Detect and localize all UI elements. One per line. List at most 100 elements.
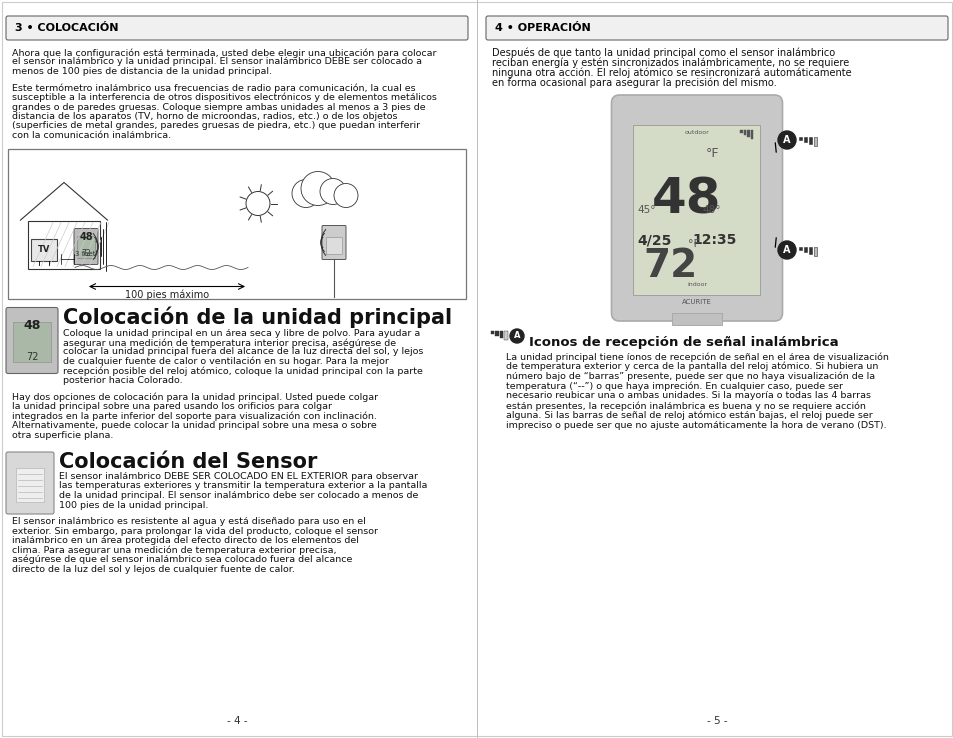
Bar	[633, 125, 760, 295]
Text: Iconos de recepción de señal inalámbrica: Iconos de recepción de señal inalámbrica	[529, 336, 838, 349]
Bar	[803, 137, 806, 142]
Bar	[504, 331, 507, 340]
Text: temperatura (“--”) o que haya impreción. En cualquier caso, puede ser: temperatura (“--”) o que haya impreción.…	[505, 382, 842, 391]
Text: outdoor: outdoor	[684, 130, 709, 135]
Text: 4 • OPERACIÓN: 4 • OPERACIÓN	[495, 23, 590, 33]
Text: clima. Para asegurar una medición de temperatura exterior precisa,: clima. Para asegurar una medición de tem…	[12, 545, 336, 555]
Text: distancia de los aparatos (TV, horno de microondas, radios, etc.) o de los objet: distancia de los aparatos (TV, horno de …	[12, 112, 397, 121]
Text: el sensor inalámbrico y la unidad principal. El sensor inalámbrico DEBE ser colo: el sensor inalámbrico y la unidad princi…	[12, 58, 421, 66]
Text: integrados en la parte inferior del soporte para visualización con inclinación.: integrados en la parte inferior del sopo…	[12, 412, 376, 421]
Text: °F: °F	[705, 147, 719, 160]
Text: las temperaturas exteriores y transmitir la temperatura exterior a la pantalla: las temperaturas exteriores y transmitir…	[59, 481, 427, 491]
Text: inalámbrico en un área protegida del efecto directo de los elementos del: inalámbrico en un área protegida del efe…	[12, 536, 358, 545]
Text: 72: 72	[81, 249, 91, 258]
Text: Hay dos opciones de colocación para la unidad principal. Usted puede colgar: Hay dos opciones de colocación para la u…	[12, 393, 377, 402]
Text: 100 pies máximo: 100 pies máximo	[125, 289, 209, 300]
Text: Coloque la unidad principal en un área seca y libre de polvo. Para ayudar a: Coloque la unidad principal en un área s…	[63, 328, 420, 337]
Text: asegurar una medición de temperatura interior precisa, aségúrese de: asegurar una medición de temperatura int…	[63, 338, 395, 348]
Text: - 5 -: - 5 -	[706, 716, 726, 726]
Circle shape	[778, 131, 795, 149]
Circle shape	[334, 184, 357, 207]
Text: directo de la luz del sol y lejos de cualquier fuente de calor.: directo de la luz del sol y lejos de cua…	[12, 565, 294, 573]
Text: La unidad principal tiene íonos de recepción de señal en el área de visualizació: La unidad principal tiene íonos de recep…	[505, 352, 888, 362]
Bar	[813, 137, 817, 146]
Circle shape	[778, 241, 795, 259]
Bar	[499, 331, 502, 338]
Bar	[808, 247, 812, 254]
Text: necesario reubicar una o ambas unidades. Si la mayoría o todas las 4 barras: necesario reubicar una o ambas unidades.…	[505, 391, 870, 400]
Bar	[8, 148, 465, 298]
Circle shape	[510, 329, 523, 343]
Text: 3 feet: 3 feet	[75, 250, 95, 257]
Text: 3 • COLOCACIÓN: 3 • COLOCACIÓN	[15, 23, 118, 33]
Bar	[491, 331, 494, 334]
FancyBboxPatch shape	[6, 308, 58, 373]
Bar	[495, 331, 498, 336]
Bar	[799, 247, 801, 250]
Text: Colocación de la unidad principal: Colocación de la unidad principal	[63, 306, 452, 328]
Text: grandes o de paredes gruesas. Coloque siempre ambas unidades al menos a 3 pies d: grandes o de paredes gruesas. Coloque si…	[12, 103, 425, 111]
Text: la unidad principal sobre una pared usando los orificios para colgar: la unidad principal sobre una pared usan…	[12, 402, 332, 411]
Text: A: A	[782, 135, 790, 145]
Text: impreciso o puede ser que no ajuste automáticamente la hora de verano (DST).: impreciso o puede ser que no ajuste auto…	[505, 421, 885, 430]
Bar	[16, 468, 44, 502]
Text: Ahora que la configuración está terminada, usted debe elegir una ubicación para : Ahora que la configuración está terminad…	[12, 48, 436, 58]
Text: de la unidad principal. El sensor inalámbrico debe ser colocado a menos de: de la unidad principal. El sensor inalám…	[59, 491, 418, 500]
Text: de temperatura exterior y cerca de la pantalla del reloj atómico. Si hubiera un: de temperatura exterior y cerca de la pa…	[505, 362, 878, 371]
Bar	[803, 247, 806, 252]
Circle shape	[246, 191, 270, 215]
Bar	[799, 137, 801, 140]
Text: 72: 72	[643, 247, 697, 285]
Text: indoor: indoor	[686, 282, 706, 287]
Text: Este termómetro inalámbrico usa frecuencias de radio para comunicación, la cual : Este termómetro inalámbrico usa frecuenc…	[12, 83, 416, 93]
Text: El sensor inalámbrico es resistente al agua y está diseñado para uso en el: El sensor inalámbrico es resistente al a…	[12, 517, 365, 526]
Text: TV: TV	[38, 245, 51, 254]
Text: ACURITE: ACURITE	[681, 299, 711, 305]
Circle shape	[292, 179, 319, 207]
Text: 12:35: 12:35	[691, 233, 736, 247]
Text: Colocación del Sensor: Colocación del Sensor	[59, 452, 317, 472]
Bar	[77, 235, 95, 258]
Text: 72: 72	[26, 351, 38, 362]
Text: ninguna otra acción. El reloj atómico se resincronizará automáticamente: ninguna otra acción. El reloj atómico se…	[492, 68, 851, 78]
Text: - 4 -: - 4 -	[227, 716, 247, 726]
Text: 45°: 45°	[637, 205, 656, 215]
FancyBboxPatch shape	[485, 16, 947, 40]
Text: 48: 48	[79, 232, 92, 243]
Bar	[28, 221, 100, 269]
FancyBboxPatch shape	[6, 452, 54, 514]
Text: A: A	[514, 331, 519, 340]
FancyBboxPatch shape	[74, 229, 98, 264]
Text: 100 pies de la unidad principal.: 100 pies de la unidad principal.	[59, 500, 208, 509]
Text: °F: °F	[688, 239, 700, 249]
Text: A: A	[782, 245, 790, 255]
Text: con la comunicación inalámbrica.: con la comunicación inalámbrica.	[12, 131, 171, 140]
Text: susceptible a la interferencia de otros dispositivos electrónicos y de elementos: susceptible a la interferencia de otros …	[12, 93, 436, 103]
Text: otra superficie plana.: otra superficie plana.	[12, 430, 113, 440]
Text: recepción posible del reloj atómico, coloque la unidad principal con la parte: recepción posible del reloj atómico, col…	[63, 367, 422, 376]
FancyBboxPatch shape	[611, 95, 781, 321]
Text: de cualquier fuente de calor o ventilación en su hogar. Para la mejor: de cualquier fuente de calor o ventilaci…	[63, 357, 389, 367]
Bar	[326, 236, 341, 253]
Text: menos de 100 pies de distancia de la unidad principal.: menos de 100 pies de distancia de la uni…	[12, 67, 272, 76]
Text: alguna. Si las barras de señal de reloj atómico están bajas, el reloj puede ser: alguna. Si las barras de señal de reloj …	[505, 411, 872, 421]
Text: 48: 48	[23, 319, 41, 332]
Bar	[30, 238, 57, 261]
Text: 48: 48	[651, 175, 720, 223]
Text: en forma ocasional para asegurar la precisión del mismo.: en forma ocasional para asegurar la prec…	[492, 78, 776, 89]
Bar	[743, 130, 745, 135]
Text: están presentes, la recepción inalámbrica es buena y no se requiere acción: están presentes, la recepción inalámbric…	[505, 401, 865, 410]
Circle shape	[319, 179, 346, 204]
Text: número bajo de “barras” presente, puede ser que no haya visualización de la: número bajo de “barras” presente, puede …	[505, 372, 874, 381]
Bar	[813, 247, 817, 256]
Text: aségúrese de que el sensor inalámbrico sea colocado fuera del alcance: aségúrese de que el sensor inalámbrico s…	[12, 555, 352, 565]
Bar	[750, 130, 753, 139]
Text: reciban energía y estén sincronizados inalámbricamente, no se requiere: reciban energía y estén sincronizados in…	[492, 58, 848, 69]
Circle shape	[301, 171, 335, 205]
FancyBboxPatch shape	[322, 226, 346, 260]
Bar	[671, 313, 721, 325]
Text: colocar la unidad principal fuera del alcance de la luz directa del sol, y lejos: colocar la unidad principal fuera del al…	[63, 348, 423, 356]
Bar	[740, 130, 742, 133]
Bar	[808, 137, 812, 144]
FancyBboxPatch shape	[6, 16, 468, 40]
